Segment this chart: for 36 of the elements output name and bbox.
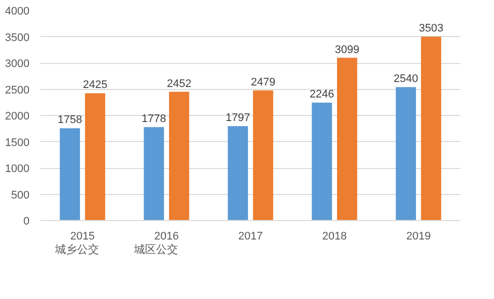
x-tick-label: 2018 <box>322 230 347 242</box>
bar <box>253 90 274 220</box>
y-tick-label: 3000 <box>5 58 30 70</box>
bar <box>85 93 106 220</box>
y-tick-label: 3500 <box>5 32 30 44</box>
x-tick-label: 2019 <box>406 230 431 242</box>
bar <box>337 58 358 220</box>
y-tick-label: 2500 <box>5 84 30 96</box>
y-tick-label: 2000 <box>5 110 30 122</box>
y-tick-label: 1500 <box>5 136 30 149</box>
y-tick-label: 1000 <box>5 163 30 175</box>
data-label: 1778 <box>142 113 166 126</box>
data-label: 2479 <box>250 76 276 88</box>
text: 城区公交 <box>134 242 178 257</box>
data-label: 2425 <box>82 79 108 92</box>
data-label: 2452 <box>166 78 192 90</box>
bar <box>60 128 80 220</box>
data-label: 1797 <box>226 112 250 124</box>
bar <box>312 102 332 220</box>
bar <box>421 36 442 220</box>
bar <box>396 87 416 220</box>
data-label: 3099 <box>334 44 360 56</box>
y-tick-label: 500 <box>11 189 30 202</box>
bar <box>169 92 190 220</box>
data-label: 2540 <box>394 73 418 86</box>
bar <box>144 127 164 220</box>
x-tick-label: 2015 <box>70 230 95 242</box>
data-label: 1758 <box>58 114 82 126</box>
y-tick-label: 4000 <box>5 6 30 18</box>
x-tick-label: 2016 <box>154 230 179 242</box>
text: 城乡公交 <box>55 242 99 257</box>
data-label: 3503 <box>418 22 444 35</box>
bar <box>228 126 248 220</box>
data-label: 2246 <box>310 88 334 101</box>
y-tick-label: 0 <box>23 216 30 228</box>
x-tick-label: 2017 <box>238 230 263 242</box>
